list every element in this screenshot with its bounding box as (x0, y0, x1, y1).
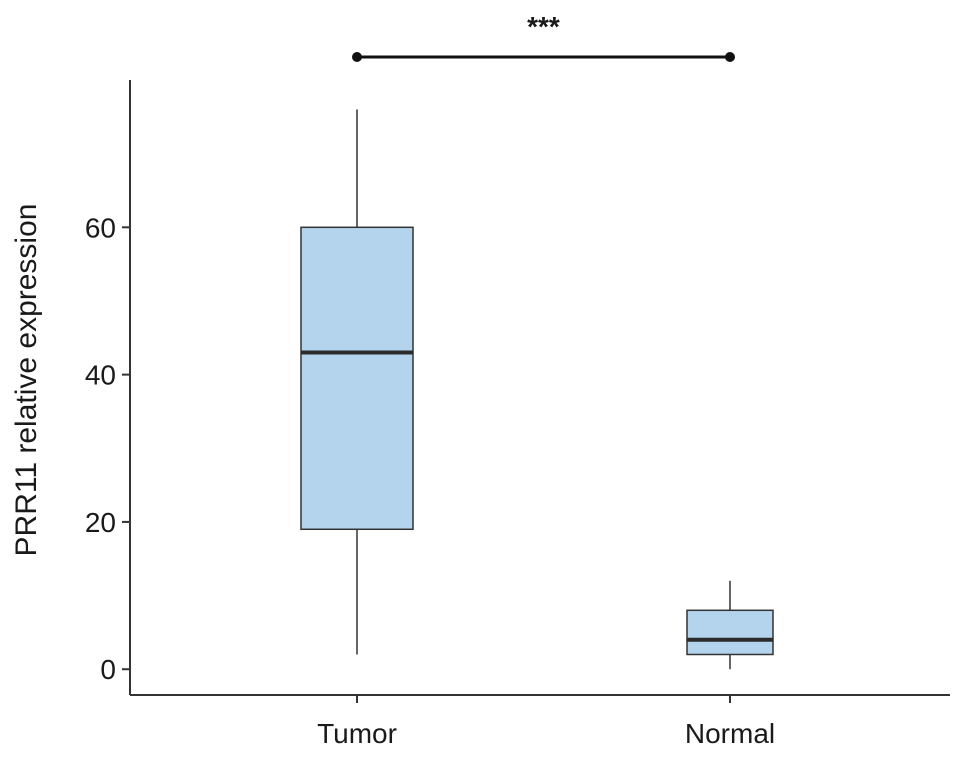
y-tick-label: 60 (85, 212, 116, 243)
y-tick-label: 40 (85, 360, 116, 391)
significance-bar-end-left (352, 52, 362, 62)
iqr-box (300, 226, 414, 531)
significance-bar-end-right (725, 52, 735, 62)
box-tumor (300, 109, 414, 655)
iqr-box (686, 609, 774, 656)
box-normal (686, 580, 774, 670)
significance-label: *** (527, 11, 560, 42)
x-tick-label-tumor: Tumor (317, 718, 397, 749)
y-tick-label: 20 (85, 507, 116, 538)
significance-annotation: *** (352, 11, 735, 62)
box-layer (300, 109, 774, 670)
y-axis-title: PRR11 relative expression (10, 204, 43, 557)
y-tick-label: 0 (100, 654, 116, 685)
x-tick-label-normal: Normal (685, 718, 775, 749)
axes: 0 20 40 60 Tumor Normal (85, 80, 950, 749)
